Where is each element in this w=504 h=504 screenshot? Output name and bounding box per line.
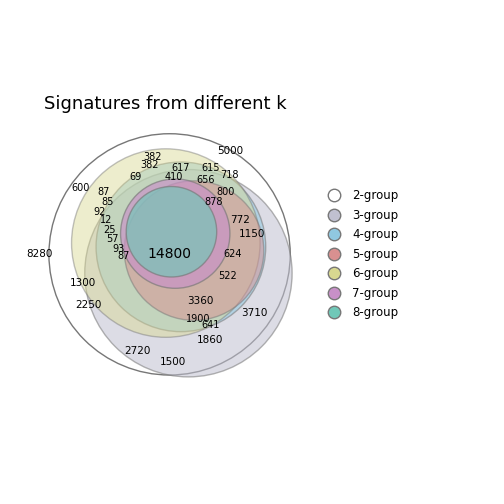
- Text: 800: 800: [216, 187, 234, 197]
- Text: 1860: 1860: [197, 335, 223, 345]
- Text: 92: 92: [94, 207, 106, 217]
- Text: 3360: 3360: [187, 296, 214, 306]
- Text: 8280: 8280: [26, 249, 53, 260]
- Ellipse shape: [124, 181, 264, 321]
- Legend: 2-group, 3-group, 4-group, 5-group, 6-group, 7-group, 8-group: 2-group, 3-group, 4-group, 5-group, 6-gr…: [323, 190, 398, 320]
- Text: 14800: 14800: [148, 247, 192, 262]
- Text: 1900: 1900: [185, 314, 210, 324]
- Text: 641: 641: [201, 320, 219, 330]
- Text: 718: 718: [220, 170, 238, 180]
- Text: 382: 382: [141, 160, 159, 170]
- Text: 3710: 3710: [241, 308, 268, 318]
- Text: 410: 410: [164, 172, 182, 182]
- Ellipse shape: [85, 169, 292, 377]
- Text: 878: 878: [205, 198, 223, 207]
- Text: 600: 600: [72, 183, 90, 194]
- Ellipse shape: [120, 179, 230, 288]
- Text: 12: 12: [100, 215, 112, 225]
- Text: 656: 656: [196, 175, 215, 185]
- Title: Signatures from different k: Signatures from different k: [44, 95, 287, 112]
- Text: 1150: 1150: [238, 229, 265, 238]
- Text: 1500: 1500: [160, 357, 186, 367]
- Text: 87: 87: [117, 251, 130, 261]
- Text: 772: 772: [230, 215, 250, 225]
- Text: 382: 382: [143, 152, 162, 162]
- Text: 87: 87: [97, 187, 110, 197]
- Text: 1300: 1300: [70, 278, 96, 288]
- Ellipse shape: [72, 149, 260, 337]
- Text: 5000: 5000: [217, 146, 243, 156]
- Text: 2720: 2720: [124, 346, 151, 355]
- Text: 615: 615: [202, 163, 220, 173]
- Text: 522: 522: [219, 271, 237, 281]
- Text: 93: 93: [112, 244, 125, 254]
- Text: 57: 57: [106, 234, 118, 244]
- Ellipse shape: [126, 186, 217, 277]
- Ellipse shape: [96, 162, 266, 332]
- Text: 69: 69: [130, 172, 142, 182]
- Text: 25: 25: [103, 225, 115, 235]
- Text: 85: 85: [101, 198, 113, 207]
- Text: 2250: 2250: [75, 300, 102, 310]
- Text: 617: 617: [172, 163, 190, 173]
- Text: 624: 624: [224, 249, 242, 260]
